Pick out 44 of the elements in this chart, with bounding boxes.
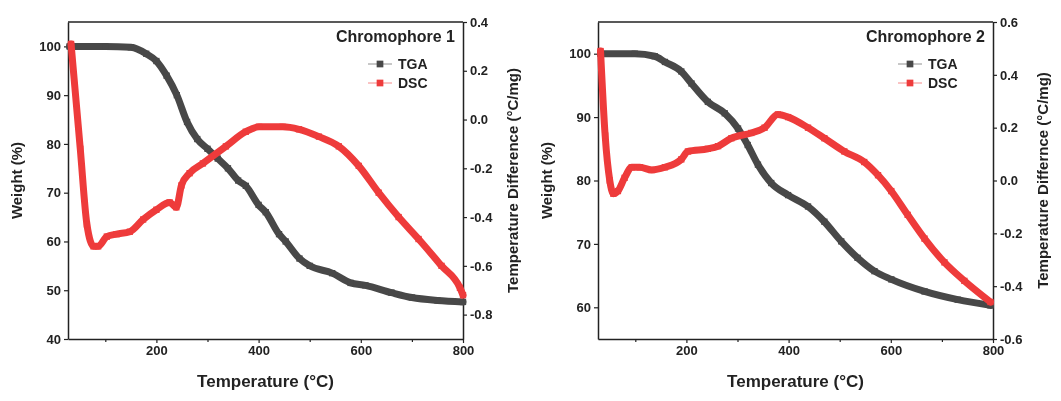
y-axis-title: Weight (%) [8,141,25,220]
y2-tick-label: -0.2 [470,160,493,176]
y2-tick-label: 0.4 [1000,67,1019,83]
y2-tick-label: -0.8 [470,307,493,323]
y-tick-label: 80 [46,136,61,152]
legend-label: TGA [398,56,428,72]
y-tick-label: 40 [46,331,61,347]
y2-tick-label: 0.2 [470,63,489,79]
y2-tick-label: 0.2 [1000,120,1019,136]
x-tick-label: 800 [452,343,475,359]
legend-label: TGA [928,56,958,72]
y-tick-label: 90 [576,109,591,125]
legend-label: DSC [398,75,428,91]
chart-title: Chromophore 2 [865,28,986,45]
x-tick-label: 600 [880,343,903,359]
x-tick-label: 600 [350,343,373,359]
y2-axis-title: Temperature Difference (°C/mg) [504,68,521,293]
y2-tick-label: 0.4 [470,14,489,30]
y2-tick-label: 0.6 [1000,14,1019,30]
y-axis-title: Weight (%) [538,141,555,220]
x-axis-title: Temperature (°C) [197,372,334,391]
y2-tick-label: 0.0 [470,112,489,128]
x-tick-label: 400 [778,343,800,359]
y-tick-label: 90 [46,87,61,103]
y-tick-label: 100 [39,39,61,55]
y2-tick-label: -0.2 [1000,225,1023,241]
y-tick-label: 100 [569,46,591,62]
y2-axis-title: Temperature Differnce (°C/mg) [1034,72,1051,289]
y2-tick-label: 0.0 [1000,173,1019,189]
chart-title: Chromophore 1 [335,28,456,45]
y-tick-label: 80 [576,173,591,189]
x-tick-label: 200 [676,343,698,359]
x-tick-label: 200 [146,343,168,359]
y2-tick-label: -0.4 [1000,278,1024,294]
y-tick-label: 70 [46,185,61,201]
y-tick-label: 50 [46,282,61,298]
y2-tick-label: -0.6 [470,258,493,274]
y-tick-label: 60 [576,299,591,315]
y-tick-label: 60 [46,234,61,250]
legend-label: DSC [928,75,958,91]
x-axis-title: Temperature (°C) [727,372,864,391]
x-tick-label: 400 [248,343,270,359]
y2-tick-label: -0.4 [470,209,494,225]
y-tick-label: 70 [576,236,591,252]
